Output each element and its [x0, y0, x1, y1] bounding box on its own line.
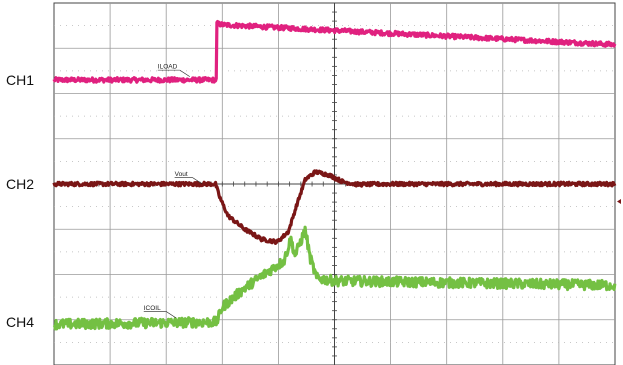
- annotation-vout: Vout: [175, 171, 188, 178]
- trace-icoil: [52, 225, 617, 331]
- trace-annotations: ILOAD Vout ICOIL: [143, 64, 203, 319]
- channel-label-ch4: CH4: [6, 314, 34, 330]
- annotation-icoil: ICOIL: [144, 305, 161, 312]
- channel-labels: CH1 CH2 CH4: [6, 72, 34, 330]
- traces: [52, 19, 617, 331]
- trace-iload: [52, 19, 617, 84]
- annotation-iload: ILOAD: [158, 64, 178, 71]
- annotation-leader: [179, 69, 190, 77]
- channel-label-ch2: CH2: [6, 176, 34, 192]
- annotation-leader: [165, 311, 176, 319]
- ch2-offset-marker: [617, 199, 621, 204]
- annotation-leader: [192, 177, 203, 185]
- channel-label-ch1: CH1: [6, 72, 34, 88]
- trace-vout: [52, 169, 617, 245]
